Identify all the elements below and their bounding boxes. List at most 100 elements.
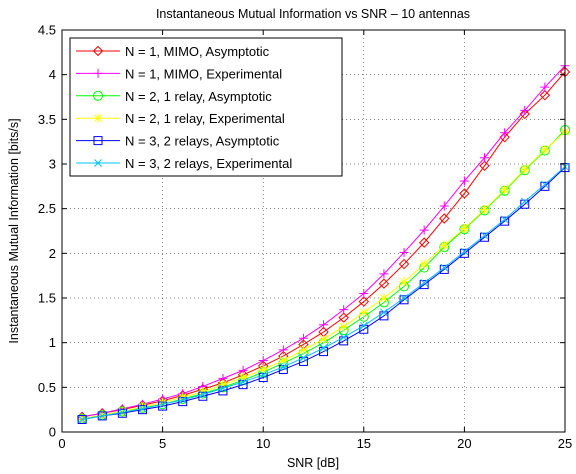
legend-label: N = 2, 1 relay, Experimental bbox=[125, 111, 285, 126]
legend-marker bbox=[94, 159, 102, 167]
data-point bbox=[218, 380, 228, 390]
data-point bbox=[379, 269, 389, 279]
legend-label: N = 2, 1 relay, Asymptotic bbox=[125, 89, 272, 104]
data-point bbox=[118, 408, 127, 417]
data-point bbox=[278, 345, 288, 355]
series-5 bbox=[77, 163, 570, 424]
data-point bbox=[98, 412, 107, 420]
data-point bbox=[258, 364, 268, 374]
data-point bbox=[339, 305, 349, 315]
data-point bbox=[519, 108, 530, 120]
x-axis-label: SNR [dB] bbox=[287, 456, 339, 470]
legend-label: N = 1, MIMO, Experimental bbox=[125, 66, 282, 81]
data-point bbox=[400, 294, 408, 302]
data-point bbox=[298, 345, 308, 355]
legend: N = 1, MIMO, Asymptotic N = 1, MIMO, Expe… bbox=[69, 37, 343, 177]
data-point bbox=[520, 199, 530, 209]
data-point bbox=[399, 277, 409, 287]
data-point bbox=[520, 105, 530, 115]
data-point bbox=[198, 390, 207, 399]
legend-label: N = 3, 2 relays, Asymptotic bbox=[125, 134, 280, 149]
data-point bbox=[460, 247, 469, 256]
data-point bbox=[459, 223, 469, 233]
data-point bbox=[439, 201, 449, 211]
data-point bbox=[78, 415, 86, 424]
data-point bbox=[500, 128, 510, 138]
data-point bbox=[500, 185, 510, 195]
data-point bbox=[158, 400, 167, 409]
data-point bbox=[238, 373, 248, 383]
y-tick-label: 2 bbox=[49, 246, 56, 261]
data-point bbox=[359, 321, 368, 330]
data-point bbox=[540, 145, 550, 155]
data-point bbox=[319, 344, 328, 352]
series-line bbox=[82, 167, 566, 420]
series-lines bbox=[76, 61, 571, 424]
data-point bbox=[500, 216, 510, 226]
data-point bbox=[117, 406, 127, 416]
data-point bbox=[138, 404, 147, 413]
data-point bbox=[480, 153, 490, 163]
y-tick-label: 2.5 bbox=[38, 201, 56, 216]
data-point bbox=[178, 397, 188, 407]
data-point bbox=[278, 364, 288, 374]
data-point bbox=[479, 160, 490, 171]
legend-marker bbox=[93, 90, 103, 101]
data-point bbox=[239, 378, 247, 386]
data-point bbox=[419, 259, 429, 269]
x-tick-label: 25 bbox=[558, 436, 572, 451]
data-point bbox=[439, 264, 449, 274]
data-point bbox=[278, 356, 288, 366]
data-point bbox=[540, 181, 550, 191]
y-axis-label: Instantaneous Mutual Information [bits/s… bbox=[7, 118, 21, 343]
plot-frame bbox=[61, 29, 566, 433]
data-point bbox=[259, 370, 268, 379]
data-point bbox=[77, 414, 87, 424]
data-point bbox=[319, 334, 329, 344]
axis-ticks: 0 5 10 15 20 25 0 0.5 1 1.5 2 2.5 3 3.5 4 4.5 bbox=[38, 23, 572, 452]
data-point bbox=[258, 373, 268, 383]
data-point bbox=[198, 391, 208, 401]
y-tick-label: 4 bbox=[49, 67, 56, 82]
y-tick-label: 0.5 bbox=[38, 380, 56, 395]
data-point bbox=[97, 411, 107, 421]
legend-marker bbox=[92, 45, 104, 57]
legend-marker bbox=[93, 68, 103, 78]
data-point bbox=[399, 247, 409, 257]
data-point bbox=[339, 322, 349, 332]
data-point bbox=[459, 188, 470, 199]
data-point bbox=[339, 333, 348, 342]
data-point bbox=[520, 164, 530, 174]
legend-label: N = 3, 2 relays, Experimental bbox=[125, 156, 292, 171]
chart-title: Instantaneous Mutual Information vs SNR … bbox=[156, 7, 470, 21]
data-point bbox=[540, 82, 550, 92]
data-point bbox=[500, 215, 509, 224]
data-point bbox=[178, 395, 187, 404]
data-point bbox=[238, 380, 248, 390]
data-point bbox=[380, 308, 388, 317]
legend-item: N = 2, 1 relay, Experimental bbox=[76, 111, 285, 126]
y-tick-label: 1.5 bbox=[38, 291, 56, 306]
legend-item: N = 1, MIMO, Asymptotic bbox=[76, 44, 270, 59]
data-point bbox=[379, 293, 389, 303]
data-point bbox=[319, 320, 329, 330]
data-point bbox=[258, 356, 268, 366]
data-point bbox=[158, 401, 168, 411]
y-tick-label: 4.5 bbox=[38, 23, 56, 38]
y-tick-label: 3.5 bbox=[38, 112, 56, 127]
x-tick-label: 5 bbox=[159, 436, 166, 451]
data-point bbox=[480, 205, 490, 215]
data-point bbox=[218, 386, 228, 396]
data-point bbox=[439, 213, 450, 224]
data-point bbox=[359, 289, 369, 299]
data-point bbox=[398, 258, 410, 270]
data-point bbox=[359, 307, 369, 317]
legend-box bbox=[69, 37, 343, 177]
data-point bbox=[480, 232, 490, 242]
x-tick-label: 15 bbox=[357, 436, 371, 451]
data-point bbox=[420, 278, 429, 287]
data-point bbox=[539, 90, 551, 101]
legend-item: N = 2, 1 relay, Asymptotic bbox=[76, 89, 272, 104]
data-point bbox=[419, 225, 429, 235]
data-point bbox=[97, 410, 107, 420]
